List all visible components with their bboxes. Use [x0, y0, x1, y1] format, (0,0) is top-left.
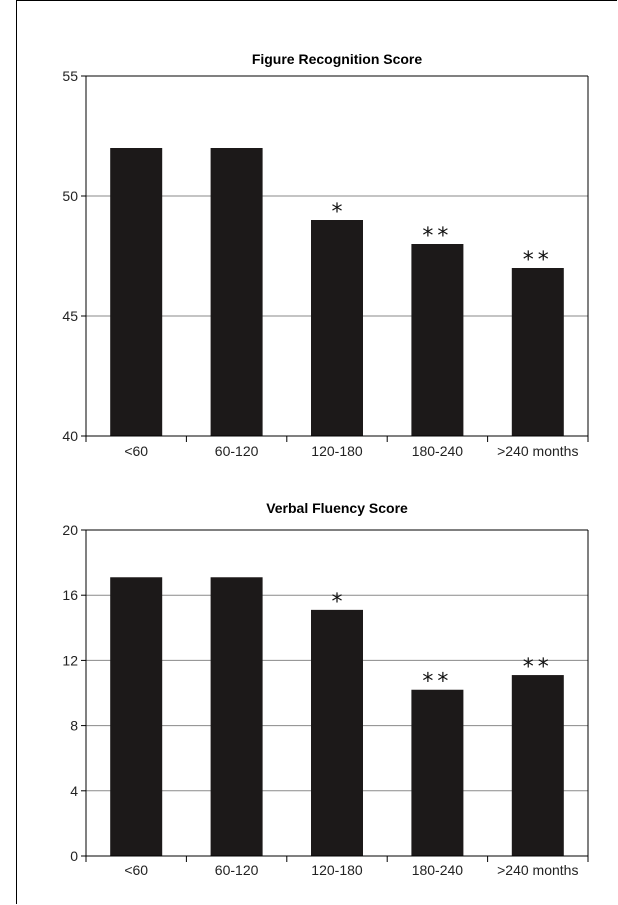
x-category-label: 120-180: [311, 443, 363, 459]
y-tick-label: 8: [70, 718, 78, 734]
bar: [210, 577, 263, 856]
y-tick-label: 12: [62, 652, 78, 668]
figure-frame: [16, 0, 617, 904]
y-tick-label: 40: [62, 428, 78, 444]
x-category-label: 60-120: [215, 443, 259, 459]
x-category-label: 180-240: [412, 862, 464, 878]
bar: [511, 675, 564, 856]
significance-marker: *: [332, 200, 343, 225]
significance-marker: **: [523, 248, 553, 273]
bar: [511, 268, 564, 436]
chart-title: Verbal Fluency Score: [266, 500, 408, 516]
bar: [411, 689, 464, 856]
x-category-label: 180-240: [412, 443, 464, 459]
significance-marker: *: [332, 590, 343, 615]
x-category-label: 60-120: [215, 862, 259, 878]
y-tick-label: 50: [62, 188, 78, 204]
y-tick-label: 4: [70, 783, 78, 799]
bar: [210, 148, 263, 436]
bar: [110, 148, 163, 436]
x-category-label: <60: [124, 443, 148, 459]
bar: [110, 577, 163, 856]
y-tick-label: 55: [62, 68, 78, 84]
y-tick-label: 20: [62, 522, 78, 538]
y-tick-label: 45: [62, 308, 78, 324]
significance-marker: **: [422, 670, 452, 695]
bar: [311, 220, 363, 436]
y-tick-label: 16: [62, 587, 78, 603]
x-category-label: <60: [124, 862, 148, 878]
significance-marker: **: [523, 655, 553, 680]
x-category-label: >240 months: [497, 443, 578, 459]
chart-title: Figure Recognition Score: [252, 51, 423, 67]
bar: [311, 609, 363, 856]
bar: [411, 244, 464, 436]
y-tick-label: 0: [70, 848, 78, 864]
x-category-label: >240 months: [497, 862, 578, 878]
x-category-label: 120-180: [311, 862, 363, 878]
significance-marker: **: [422, 224, 452, 249]
